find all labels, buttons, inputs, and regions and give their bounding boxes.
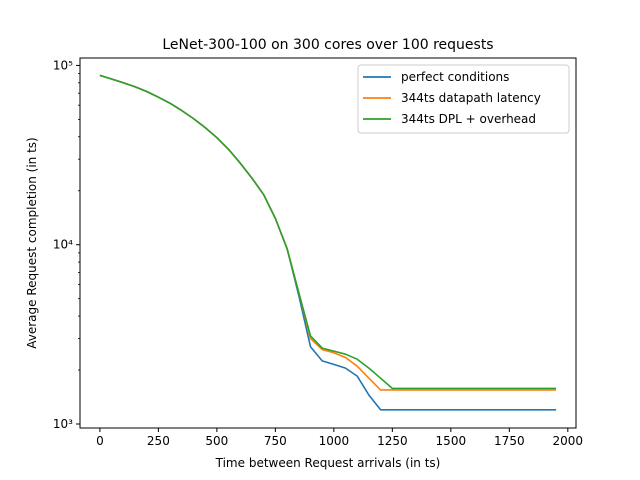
y-tick-label: 10⁴ [53,238,73,252]
legend-label: 344ts datapath latency [401,91,541,105]
x-tick-label: 2000 [553,434,584,448]
plot-frame [79,57,577,429]
legend-box [357,64,570,134]
legend-label: 344ts DPL + overhead [401,112,536,126]
x-tick-label: 1000 [319,434,350,448]
x-tick-label: 1500 [436,434,467,448]
x-tick-label: 1250 [377,434,408,448]
series-line-3 [99,74,557,390]
y-tick-label: 10⁵ [53,58,73,72]
chart-title: LeNet-300-100 on 300 cores over 100 requ… [162,37,493,53]
legend: perfect conditions 344ts datapath latency… [357,64,570,134]
x-axis-label: Time between Request arrivals (in ts) [215,456,441,470]
y-axis: 10³ 10⁴ 10⁵ [53,58,80,431]
x-tick-label: 0 [96,434,104,448]
x-tick-label: 1750 [494,434,525,448]
x-tick-label: 750 [264,434,287,448]
x-tick-label: 250 [147,434,170,448]
x-axis: 0 250 500 750 1000 1250 1500 1750 2000 [96,428,583,448]
y-tick-label: 10³ [53,417,73,431]
legend-label: perfect conditions [401,70,509,84]
plot-area [99,74,557,411]
y-axis-label: Average Request completion (in ts) [25,137,39,349]
x-tick-label: 500 [205,434,228,448]
